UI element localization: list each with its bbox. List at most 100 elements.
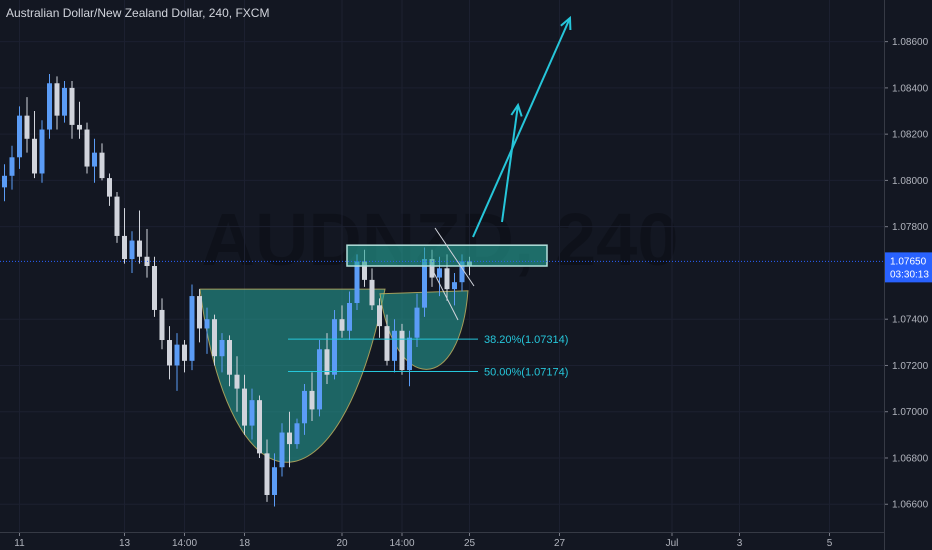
x-tick-label: 25 <box>464 538 476 549</box>
fib-level-label: 38.20%(1.07314) <box>484 334 568 346</box>
candle-body <box>129 240 135 260</box>
candle-body <box>339 319 345 331</box>
grid <box>0 0 884 532</box>
last-price-badge <box>885 252 932 283</box>
candle-body <box>197 296 202 329</box>
y-tick-label: 1.07000 <box>892 407 929 418</box>
candle-body <box>234 374 240 389</box>
candles <box>2 74 472 507</box>
candle-body <box>272 467 277 495</box>
candle-body <box>377 305 382 327</box>
candle-body <box>32 138 37 174</box>
candle-body <box>249 400 255 426</box>
candle-body <box>317 349 322 410</box>
y-tick-label: 1.06600 <box>892 500 929 511</box>
x-tick-label: 18 <box>239 538 251 549</box>
candle-body <box>204 319 210 329</box>
candle-body <box>302 390 307 424</box>
x-tick-label: 13 <box>119 538 131 549</box>
target-arrow <box>501 104 519 223</box>
x-tick-label: 14:00 <box>389 538 414 549</box>
candle-body <box>159 309 165 341</box>
candle-body <box>219 340 225 357</box>
candle-body <box>77 124 82 130</box>
flag-line <box>434 227 475 287</box>
drawings: 38.20%(1.07314) 50.00%(1.07174) <box>288 15 572 378</box>
last-price-label: 1.07650 <box>890 256 927 267</box>
candle-body <box>107 178 112 197</box>
y-tick-label: 1.08400 <box>892 83 929 94</box>
chart-title: Australian Dollar/New Zealand Dollar, 24… <box>6 6 270 20</box>
y-tick-label: 1.07200 <box>892 361 929 372</box>
candle-body <box>62 87 67 116</box>
candle-body <box>287 432 292 445</box>
candle-body <box>24 115 30 139</box>
candle-body <box>264 453 270 495</box>
candle-body <box>182 344 187 361</box>
x-tick-label: 14:00 <box>172 538 197 549</box>
candle-body <box>84 129 90 167</box>
candle-body <box>167 340 172 366</box>
flag-line <box>429 264 459 321</box>
candle-body <box>347 303 352 331</box>
candle-body <box>384 326 390 361</box>
candle-body <box>399 330 405 371</box>
y-tick-label: 1.07400 <box>892 315 929 326</box>
candle-body <box>174 344 180 366</box>
candle-body <box>362 261 367 280</box>
x-tick-label: 3 <box>737 538 743 549</box>
y-tick-label: 1.07800 <box>892 222 929 233</box>
countdown-label: 03:30:13 <box>890 269 929 280</box>
candle-body <box>47 83 52 130</box>
candle-body <box>242 388 247 426</box>
candle-body <box>227 340 232 375</box>
candle-body <box>39 129 45 174</box>
candle-body <box>54 83 60 116</box>
fib-level-label: 50.00%(1.07174) <box>484 366 568 378</box>
x-tick-label: 27 <box>554 538 566 549</box>
candle-body <box>354 261 360 304</box>
candle-body <box>392 330 397 361</box>
resistance-zone <box>346 244 548 267</box>
x-tick-label: Jul <box>666 538 679 549</box>
y-tick-label: 1.06800 <box>892 453 929 464</box>
candle-body <box>294 423 300 445</box>
x-tick-label: 11 <box>14 538 25 549</box>
candle-body <box>437 268 442 278</box>
candle-body <box>152 266 157 310</box>
x-tick-label: 20 <box>336 538 348 549</box>
candle-body <box>279 432 285 468</box>
candle-body <box>99 152 105 179</box>
candle-body <box>122 235 127 260</box>
target-arrow-head <box>510 102 523 117</box>
candle-body <box>257 400 262 454</box>
candle-body <box>9 157 15 176</box>
candle-body <box>324 349 330 375</box>
candle-body <box>452 282 457 290</box>
candle-body <box>332 319 337 375</box>
target-arrow-head <box>560 15 572 31</box>
candle-body <box>17 115 22 158</box>
candle-body <box>422 259 427 308</box>
candle-body <box>137 240 142 257</box>
candle-body <box>2 175 7 188</box>
candle-body <box>92 152 97 167</box>
y-tick-label: 1.08200 <box>892 130 929 141</box>
candle-body <box>414 307 420 338</box>
candle-body <box>309 390 315 410</box>
y-tick-label: 1.08000 <box>892 176 929 187</box>
candle-body <box>212 319 217 357</box>
candle-body <box>459 261 465 283</box>
y-tick-label: 1.08600 <box>892 37 929 48</box>
candle-body <box>189 296 195 361</box>
candle-body <box>114 196 120 236</box>
candle-body <box>444 268 450 290</box>
candle-body <box>69 87 75 125</box>
cup-shape <box>199 288 386 463</box>
target-arrow <box>472 17 571 238</box>
x-tick-label: 5 <box>827 538 833 549</box>
candle-body <box>369 279 375 306</box>
